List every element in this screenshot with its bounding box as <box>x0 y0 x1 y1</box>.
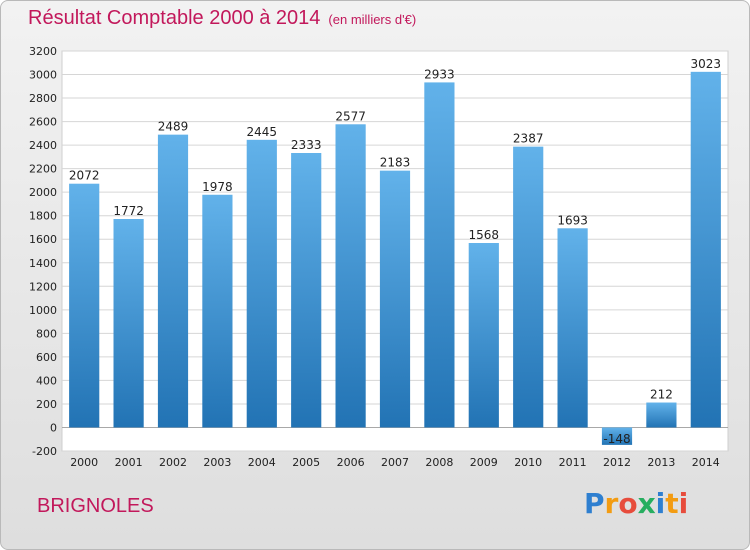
bar <box>646 402 677 428</box>
data-label: 2183 <box>380 156 411 170</box>
y-tick-label: 2200 <box>29 163 57 176</box>
y-tick-label: 400 <box>36 374 57 387</box>
bar <box>246 139 277 428</box>
y-tick-label: 200 <box>36 398 57 411</box>
x-tick-label: 2003 <box>203 456 231 469</box>
logo-letter: P <box>584 487 605 520</box>
data-label: 2577 <box>335 109 366 123</box>
y-tick-label: 1800 <box>29 210 57 223</box>
data-label: 212 <box>650 388 673 402</box>
y-tick-label: 1200 <box>29 280 57 293</box>
x-axis: 2000 2001 2002 2003 2004 2005 2006 2007 2008 2009… <box>70 456 720 469</box>
y-tick-label: 2800 <box>29 92 57 105</box>
bar <box>291 153 322 428</box>
data-label: 1693 <box>557 213 588 227</box>
y-tick-label: 1000 <box>29 304 57 317</box>
x-tick-label: 2005 <box>292 456 320 469</box>
bar <box>113 219 144 428</box>
logo-letter: i <box>655 487 666 520</box>
logo-letter: t <box>665 487 679 520</box>
x-tick-label: 2007 <box>381 456 409 469</box>
city-name: BRIGNOLES <box>37 495 154 517</box>
data-label: 2333 <box>291 138 322 152</box>
y-tick-label: 3000 <box>29 69 57 82</box>
data-label: 1978 <box>202 180 233 194</box>
x-tick-label: 2006 <box>337 456 365 469</box>
x-tick-label: 2008 <box>425 456 453 469</box>
bar <box>557 228 588 428</box>
data-label: -148 <box>603 432 630 446</box>
x-tick-label: 2004 <box>248 456 276 469</box>
bar <box>468 243 499 428</box>
data-label: 2072 <box>69 169 100 183</box>
data-label: 2489 <box>158 120 189 134</box>
data-label: 2445 <box>247 125 278 139</box>
y-tick-label: 600 <box>36 351 57 364</box>
bar <box>202 194 233 428</box>
y-tick-label: 0 <box>50 421 57 434</box>
logo-letter: x <box>637 487 656 520</box>
chart-title: Résultat Comptable 2000 à 2014 <box>28 7 321 29</box>
y-tick-label: 2400 <box>29 139 57 152</box>
bar <box>157 134 189 428</box>
chart-title-block: Résultat Comptable 2000 à 2014 (en millie… <box>28 7 416 30</box>
y-tick-label: 1400 <box>29 257 57 270</box>
x-tick-label: 2001 <box>115 456 143 469</box>
x-tick-label: 2013 <box>647 456 675 469</box>
bar <box>69 183 100 428</box>
logo-letter: o <box>618 487 638 520</box>
logo-letter: i <box>678 487 689 520</box>
data-label: 3023 <box>691 57 722 71</box>
y-tick-label: 800 <box>36 327 57 340</box>
chart-subtitle: (en milliers d'€) <box>328 12 417 27</box>
y-tick-label: 2000 <box>29 186 57 199</box>
bar <box>424 82 455 428</box>
y-tick-label: 3200 <box>29 45 57 58</box>
data-label: 1568 <box>469 228 500 242</box>
x-tick-label: 2000 <box>70 456 98 469</box>
x-tick-label: 2002 <box>159 456 187 469</box>
proxiti-logo[interactable]: Proxiti <box>584 487 688 520</box>
bar <box>601 427 633 445</box>
x-tick-label: 2011 <box>559 456 587 469</box>
data-label: 1772 <box>113 204 144 218</box>
data-labels: 2072 1772 2489 1978 2445 2333 2577 2183 2933 1568… <box>69 57 721 446</box>
x-tick-label: 2010 <box>514 456 542 469</box>
bar <box>513 146 544 428</box>
bar <box>335 124 366 428</box>
y-axis: -200 0 200 400 600 800 1000 1200 1400 1600 1800 200… <box>29 45 57 458</box>
x-tick-label: 2014 <box>692 456 720 469</box>
logo-letter: r <box>604 487 619 520</box>
bars <box>69 71 721 445</box>
y-tick-label: 1600 <box>29 233 57 246</box>
data-label: 2933 <box>424 67 455 81</box>
data-label: 2387 <box>513 132 544 146</box>
y-tick-label: -200 <box>32 445 57 458</box>
x-tick-label: 2009 <box>470 456 498 469</box>
x-tick-label: 2012 <box>603 456 631 469</box>
bar <box>379 170 411 428</box>
bar <box>690 71 721 428</box>
y-tick-label: 2600 <box>29 116 57 129</box>
